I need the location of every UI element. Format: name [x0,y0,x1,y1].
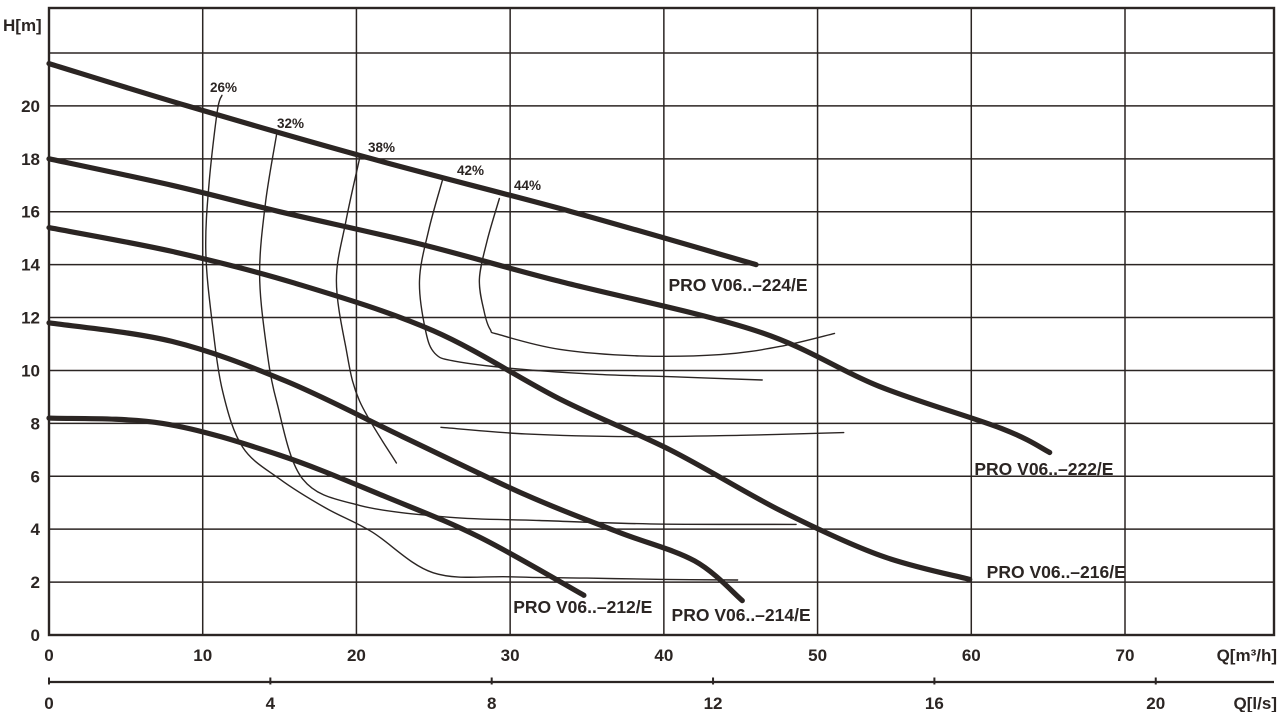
x2-tick-label-20: 20 [1146,694,1165,712]
efficiency-contour-26pct [205,94,739,581]
y-tick-label-18: 18 [21,150,40,169]
efficiency-contour-44pct [478,197,836,357]
curve-label-216: PRO V06..–216/E [987,562,1126,582]
y-tick-label-0: 0 [31,626,40,645]
curve-label-222: PRO V06..–222/E [974,459,1113,479]
pump-curve-212 [46,415,587,598]
efficiency-label-32pct: 32% [277,116,304,131]
efficiency-contour-32pct [258,134,797,526]
plot-frame [47,6,1276,637]
x-tick-label-30: 30 [501,646,520,665]
y-tick-label-8: 8 [31,414,40,433]
x2-tick-label-12: 12 [704,694,723,712]
y-tick-label-4: 4 [31,520,41,539]
pump-curve-216 [46,225,973,582]
y-tick-label-12: 12 [21,309,40,328]
efficiency-label-42pct: 42% [457,163,484,178]
x-tick-label-0: 0 [44,646,53,665]
curve-label-224: PRO V06..–224/E [668,275,807,295]
y-axis-title: H[m] [3,16,42,35]
pump-curve-214 [46,320,745,604]
x2-tick-label-16: 16 [925,694,944,712]
y-tick-label-14: 14 [21,256,40,275]
pump-curve-222 [46,156,1053,456]
efficiency-label-44pct: 44% [514,178,541,193]
x2-tick-label-4: 4 [266,694,276,712]
curve-label-212: PRO V06..–212/E [513,597,652,617]
y-tick-label-10: 10 [21,361,40,380]
x-axis-title: Q[m³/h] [1217,646,1277,665]
efficiency-label-38pct: 38% [368,140,395,155]
y-tick-label-2: 2 [31,573,40,592]
efficiency-contour-38pct [335,158,398,464]
x-tick-label-70: 70 [1116,646,1135,665]
x-tick-label-60: 60 [962,646,981,665]
x-tick-label-20: 20 [347,646,366,665]
pump-curve-224 [46,60,759,268]
y-tick-label-16: 16 [21,203,40,222]
x2-axis-title: Q[l/s] [1234,694,1277,712]
efficiency-label-26pct: 26% [210,80,237,95]
efficiency-contour-42pct [418,179,763,381]
curve-label-214: PRO V06..–214/E [672,605,811,625]
efficiency-contour-sweep-3 [440,426,845,438]
x-tick-label-10: 10 [193,646,212,665]
x-tick-label-50: 50 [808,646,827,665]
x-tick-label-40: 40 [654,646,673,665]
y-tick-label-6: 6 [31,467,40,486]
x2-tick-label-8: 8 [487,694,496,712]
x2-tick-label-0: 0 [44,694,53,712]
y-tick-label-20: 20 [21,97,40,116]
